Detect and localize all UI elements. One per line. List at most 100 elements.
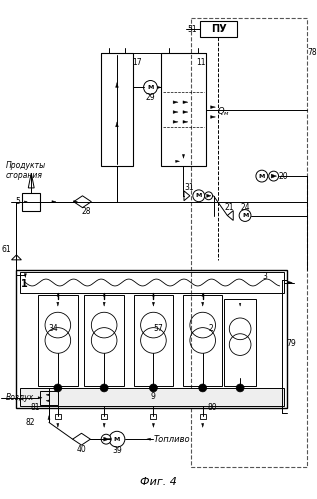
Text: 29: 29 bbox=[146, 93, 155, 102]
Text: 31: 31 bbox=[184, 184, 194, 193]
Bar bbox=[191, 18, 307, 467]
Bar bbox=[151, 414, 156, 420]
Polygon shape bbox=[24, 273, 26, 277]
Text: 79: 79 bbox=[287, 339, 296, 348]
Polygon shape bbox=[210, 116, 216, 118]
Text: 78: 78 bbox=[307, 48, 317, 57]
Text: 3: 3 bbox=[262, 272, 267, 281]
Polygon shape bbox=[183, 121, 188, 123]
Bar bbox=[191, 18, 307, 467]
Circle shape bbox=[199, 384, 207, 392]
Polygon shape bbox=[202, 424, 204, 427]
Polygon shape bbox=[30, 183, 33, 188]
Text: 5: 5 bbox=[15, 197, 20, 206]
Text: M: M bbox=[242, 213, 248, 218]
Polygon shape bbox=[182, 154, 184, 158]
Polygon shape bbox=[202, 302, 204, 306]
Text: 34: 34 bbox=[48, 324, 58, 333]
Text: 21: 21 bbox=[224, 203, 234, 212]
Text: 9: 9 bbox=[150, 392, 155, 401]
Polygon shape bbox=[183, 111, 188, 113]
Polygon shape bbox=[173, 121, 178, 123]
Polygon shape bbox=[184, 191, 190, 201]
Text: $Q_м$: $Q_м$ bbox=[217, 106, 230, 118]
Polygon shape bbox=[146, 438, 151, 440]
Polygon shape bbox=[227, 211, 233, 221]
Circle shape bbox=[101, 434, 111, 444]
Bar bbox=[101, 414, 107, 420]
Text: 51: 51 bbox=[187, 25, 197, 34]
Polygon shape bbox=[52, 201, 56, 203]
Polygon shape bbox=[57, 293, 59, 296]
Polygon shape bbox=[152, 293, 154, 296]
Polygon shape bbox=[152, 302, 154, 306]
Polygon shape bbox=[57, 424, 59, 427]
Polygon shape bbox=[24, 201, 27, 203]
Text: M: M bbox=[147, 85, 154, 90]
Polygon shape bbox=[46, 394, 49, 396]
Text: сгорания: сгорания bbox=[6, 171, 42, 180]
Bar bbox=[200, 21, 237, 37]
Polygon shape bbox=[173, 101, 178, 104]
Polygon shape bbox=[107, 438, 111, 440]
Bar bbox=[134, 295, 173, 386]
Bar bbox=[200, 414, 206, 420]
Bar bbox=[20, 271, 284, 293]
Text: 61: 61 bbox=[2, 246, 11, 254]
Text: M: M bbox=[259, 174, 265, 179]
Polygon shape bbox=[103, 424, 105, 427]
Bar bbox=[101, 53, 133, 166]
Circle shape bbox=[205, 192, 212, 200]
Polygon shape bbox=[46, 400, 49, 402]
Polygon shape bbox=[288, 281, 292, 284]
Circle shape bbox=[100, 384, 108, 392]
Polygon shape bbox=[239, 303, 241, 306]
Polygon shape bbox=[11, 255, 21, 260]
Bar bbox=[55, 414, 61, 420]
Polygon shape bbox=[176, 160, 179, 162]
Text: Продукты: Продукты bbox=[6, 161, 46, 170]
Polygon shape bbox=[116, 122, 118, 127]
Text: 20: 20 bbox=[279, 172, 288, 181]
Polygon shape bbox=[152, 424, 154, 427]
Polygon shape bbox=[48, 416, 50, 420]
Circle shape bbox=[236, 384, 244, 392]
Bar bbox=[38, 295, 78, 386]
Polygon shape bbox=[202, 293, 204, 296]
Polygon shape bbox=[74, 196, 91, 208]
Polygon shape bbox=[38, 397, 42, 399]
Text: Воздух: Воздух bbox=[6, 393, 34, 402]
Polygon shape bbox=[104, 437, 109, 441]
Polygon shape bbox=[103, 302, 105, 306]
Text: 39: 39 bbox=[112, 446, 122, 455]
Polygon shape bbox=[116, 82, 118, 87]
Bar bbox=[183, 295, 223, 386]
Text: 57: 57 bbox=[153, 324, 163, 333]
Text: 11: 11 bbox=[196, 58, 205, 67]
Text: 80: 80 bbox=[208, 403, 217, 412]
Bar bbox=[84, 295, 124, 386]
Circle shape bbox=[54, 384, 62, 392]
Text: ПУ: ПУ bbox=[211, 24, 226, 34]
Polygon shape bbox=[210, 106, 216, 108]
Polygon shape bbox=[207, 194, 211, 198]
Bar bbox=[23, 193, 40, 211]
Circle shape bbox=[269, 171, 279, 181]
Text: 40: 40 bbox=[77, 445, 86, 454]
Bar bbox=[224, 299, 256, 386]
Polygon shape bbox=[57, 302, 59, 306]
Polygon shape bbox=[28, 173, 34, 188]
Text: 81: 81 bbox=[30, 403, 40, 412]
Text: 17: 17 bbox=[132, 58, 141, 67]
Polygon shape bbox=[157, 86, 161, 88]
Polygon shape bbox=[271, 174, 277, 178]
Polygon shape bbox=[103, 293, 105, 296]
Bar bbox=[16, 269, 288, 408]
Text: 1: 1 bbox=[21, 279, 28, 289]
Circle shape bbox=[150, 384, 157, 392]
Text: 2: 2 bbox=[208, 324, 213, 333]
Text: 24: 24 bbox=[240, 203, 250, 212]
Polygon shape bbox=[73, 433, 90, 445]
Text: 28: 28 bbox=[82, 207, 91, 216]
Text: Топливо: Топливо bbox=[153, 435, 190, 444]
